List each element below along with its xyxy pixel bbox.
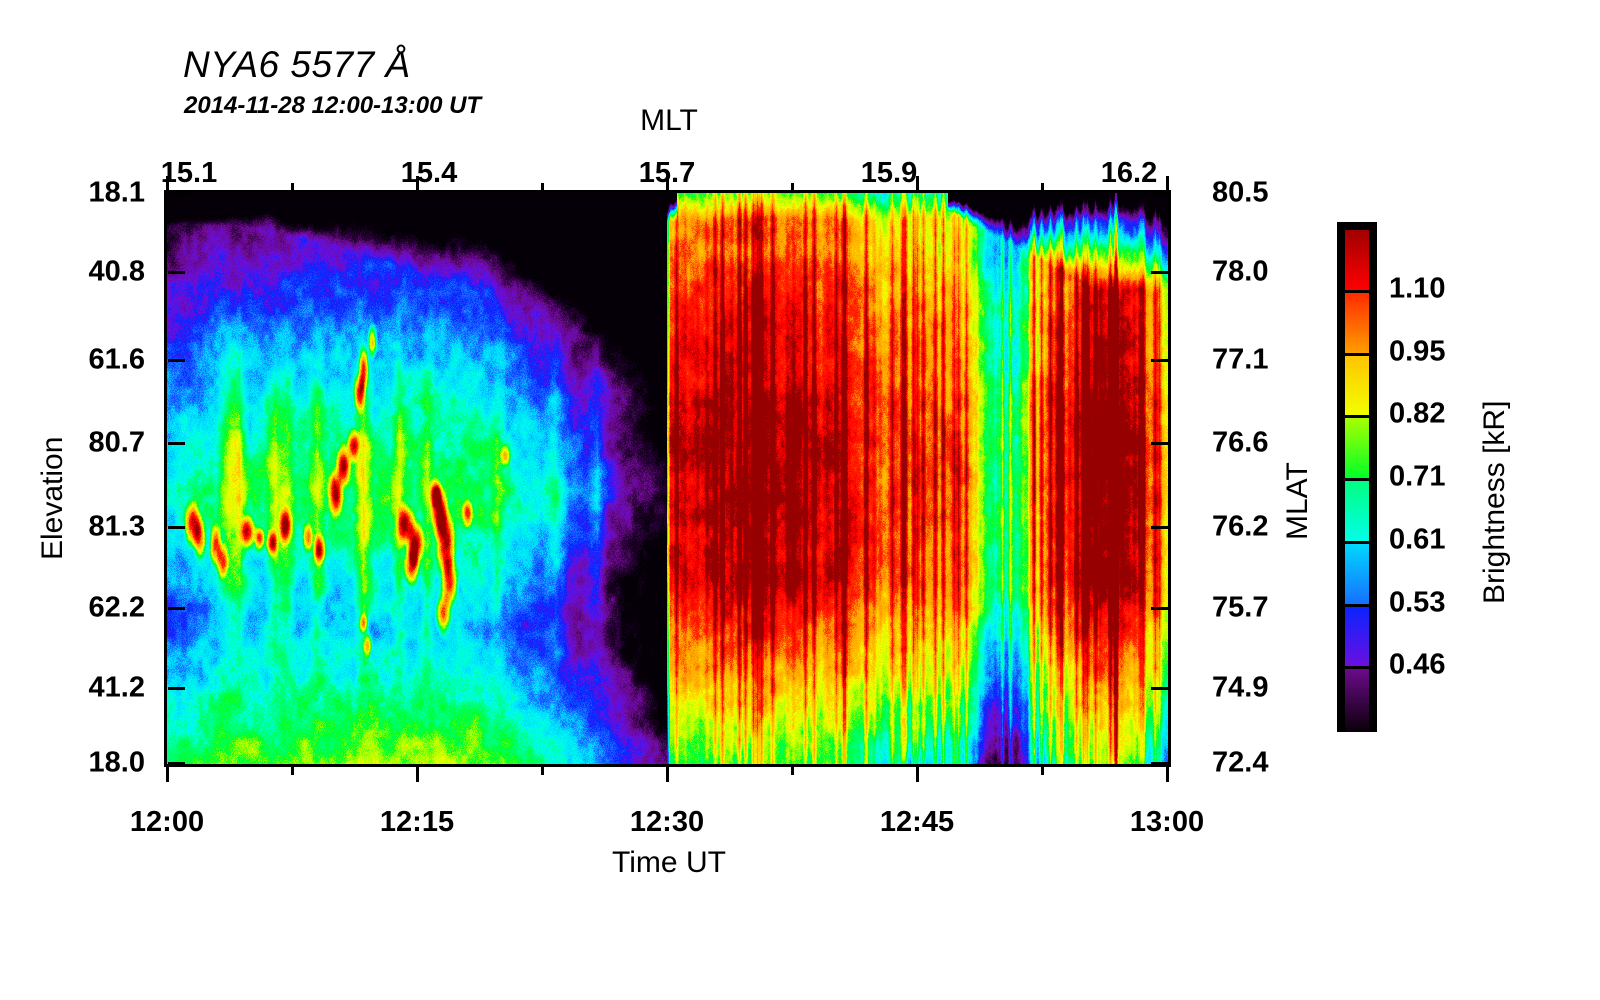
right-tick-label: 75.7 [1212,591,1269,624]
top-axis-label: MLT [640,104,698,137]
left-tick-label: 61.6 [88,343,145,376]
right-tick-label: 78.0 [1212,255,1269,288]
axis-tick [541,183,544,193]
colorbar-tick-label: 0.61 [1389,523,1446,556]
colorbar-segment [1345,230,1369,293]
axis-tick [541,765,544,775]
colorbar-segment [1345,418,1369,481]
colorbar-tick-label: 0.82 [1389,397,1446,430]
colorbar-segment [1345,606,1369,670]
axis-tick [1166,765,1169,782]
left-tick-label: 40.8 [88,255,145,288]
left-tick-label: 80.7 [88,426,145,459]
colorbar-segment [1345,292,1369,356]
colorbar-tick-label: 0.53 [1389,586,1446,618]
right-tick-label: 76.6 [1212,426,1269,459]
axis-tick [416,765,419,782]
colorbar-tick-label: 1.10 [1389,272,1446,305]
right-axis-label: MLAT [1281,462,1314,540]
axis-tick [1151,687,1168,690]
axis-tick [666,176,669,193]
colorbar-segment [1345,669,1369,732]
keogram-plot-area [164,190,1171,767]
keogram-image [167,193,1168,764]
colorbar [1337,222,1377,732]
right-tick-label: 76.2 [1212,510,1269,543]
axis-tick [291,183,294,193]
axis-tick [416,176,419,193]
bottom-axis-label: Time UT [612,846,726,879]
axis-tick [1151,526,1168,529]
figure-title: NYA6 5577 Å [183,44,411,85]
axis-tick [1151,607,1168,610]
colorbar-tick-label: 0.71 [1389,460,1446,493]
axis-tick [166,765,169,782]
colorbar-segment [1345,481,1369,544]
colorbar-axis-label: Brightness [kR] [1478,400,1511,604]
top-tick-label: 15.4 [400,157,458,189]
axis-tick [168,607,185,610]
left-axis-label: Elevation [36,436,69,560]
right-tick-label: 80.5 [1212,176,1269,209]
axis-tick [168,359,185,362]
colorbar-segment [1345,355,1369,419]
right-tick-label: 74.9 [1212,671,1269,704]
top-tick-label: 15.1 [160,157,218,189]
bottom-tick-label: 13:00 [1129,806,1205,838]
bottom-tick-label: 12:45 [879,806,955,838]
axis-tick [916,765,919,782]
axis-tick [666,765,669,782]
axis-tick [1151,192,1168,195]
axis-tick [168,271,185,274]
axis-tick [168,192,185,195]
bottom-tick-label: 12:15 [379,806,455,838]
colorbar-segment [1345,543,1369,607]
axis-tick [791,183,794,193]
axis-tick [1151,271,1168,274]
axis-tick [1151,442,1168,445]
axis-tick [1151,762,1168,765]
axis-tick [916,176,919,193]
colorbar-tick-label: 0.95 [1389,335,1446,367]
left-tick-label: 62.2 [88,591,145,624]
figure-subtitle: 2014-11-28 12:00-13:00 UT [184,92,482,119]
axis-tick [168,687,185,690]
top-tick-label: 16.2 [1100,157,1158,189]
top-tick-label: 15.7 [638,157,696,189]
right-tick-label: 77.1 [1212,343,1269,376]
left-tick-label: 18.0 [88,746,145,779]
axis-tick [291,765,294,775]
bottom-tick-label: 12:00 [129,806,205,838]
right-tick-label: 72.4 [1212,746,1269,779]
axis-tick [1151,359,1168,362]
left-tick-label: 41.2 [88,671,145,704]
left-tick-label: 81.3 [88,510,145,543]
colorbar-tick-label: 0.46 [1389,648,1446,681]
axis-tick [168,526,185,529]
bottom-tick-label: 12:30 [629,806,705,838]
axis-tick [168,762,185,765]
top-tick-label: 15.9 [860,157,918,189]
axis-tick [168,442,185,445]
axis-tick [1166,176,1169,193]
left-tick-label: 18.1 [88,176,145,209]
axis-tick [1041,183,1044,193]
axis-tick [1041,765,1044,775]
axis-tick [166,176,169,193]
axis-tick [791,765,794,775]
